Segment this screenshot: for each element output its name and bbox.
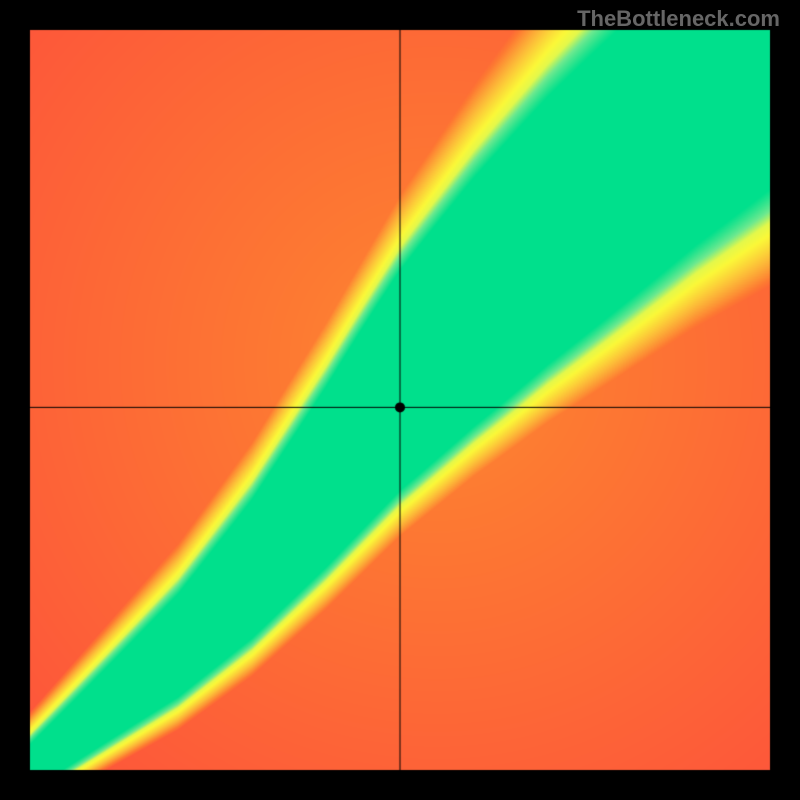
chart-container: TheBottleneck.com [0,0,800,800]
watermark-text: TheBottleneck.com [577,6,780,32]
bottleneck-heatmap [0,0,800,800]
